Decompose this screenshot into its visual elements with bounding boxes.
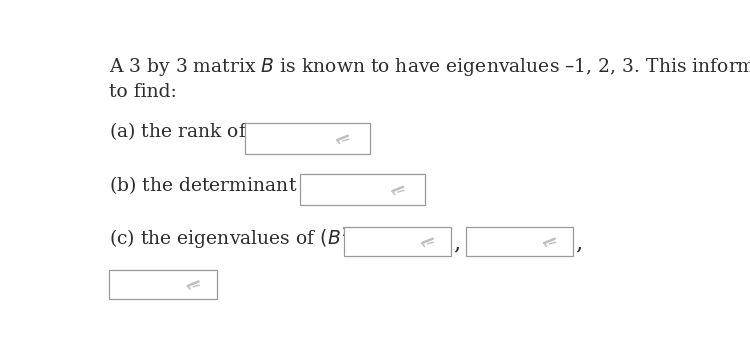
Text: A 3 by 3 matrix $B$ is known to have eigenvalues –1, 2, 3. This information is e: A 3 by 3 matrix $B$ is known to have eig… — [110, 56, 750, 78]
Bar — [110, 270, 217, 299]
Text: (c) the eigenvalues of $(B^2 + I)^{-1}$:: (c) the eigenvalues of $(B^2 + I)^{-1}$: — [110, 225, 413, 251]
Text: (a) the rank of $B$:: (a) the rank of $B$: — [110, 121, 271, 142]
Text: (b) the determinant of $B^TB$:: (b) the determinant of $B^TB$: — [110, 173, 368, 197]
Text: to find:: to find: — [110, 83, 177, 101]
Text: ,: , — [454, 232, 460, 255]
Bar — [244, 123, 370, 154]
Bar — [466, 227, 573, 256]
Bar — [344, 227, 452, 256]
Text: ,: , — [575, 232, 583, 255]
Bar — [300, 174, 425, 205]
